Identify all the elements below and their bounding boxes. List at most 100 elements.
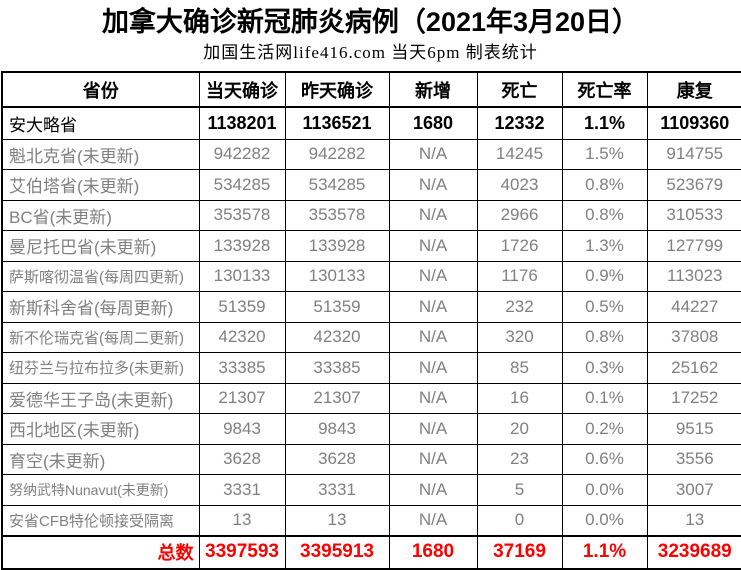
cell-new-cases: N/A	[388, 230, 478, 262]
cell-deaths: 14245	[476, 138, 563, 170]
cell-yesterday-confirmed: 51359	[284, 291, 390, 323]
cell-yesterday-confirmed: 3331	[284, 474, 390, 506]
cell-province: 魁北克省(未更新)	[1, 138, 200, 170]
cell-today-confirmed: 1138201	[198, 106, 286, 140]
cell-province: 曼尼托巴省(未更新)	[1, 230, 200, 262]
cell-death-rate: 0.3%	[561, 352, 648, 384]
table-row: BC省(未更新) 353578 353578 N/A 2966 0.8% 310533	[1, 199, 741, 231]
cell-death-rate: 1.1%	[561, 106, 648, 140]
cell-deaths: 23	[476, 443, 563, 475]
cell-new-cases: N/A	[388, 199, 478, 231]
cell-recovered: 113023	[646, 260, 741, 292]
cell-new-cases: 1680	[388, 106, 478, 140]
cell-today-confirmed: 51359	[198, 291, 286, 323]
total-label: 总数	[1, 535, 200, 569]
cell-today-confirmed: 33385	[198, 352, 286, 384]
table-body: 安大略省 1138201 1136521 1680 12332 1.1% 1109360 魁北…	[1, 106, 741, 536]
cell-deaths: 4023	[476, 169, 563, 201]
table-row: 爱德华王子岛(未更新) 21307 21307 N/A 16 0.1% 17252	[1, 382, 741, 414]
cell-new-cases: N/A	[388, 321, 478, 353]
cell-new-cases: N/A	[388, 169, 478, 201]
subtitle: 加国生活网life416.com 当天6pm 制表统计	[203, 43, 538, 62]
header-death-rate: 死亡率	[561, 71, 648, 108]
cell-death-rate: 1.3%	[561, 230, 648, 262]
cell-new-cases: N/A	[388, 504, 478, 536]
cell-yesterday-confirmed: 133928	[284, 230, 390, 262]
cell-death-rate: 0.5%	[561, 291, 648, 323]
cell-recovered: 3007	[646, 474, 741, 506]
cell-deaths: 320	[476, 321, 563, 353]
cell-recovered: 25162	[646, 352, 741, 384]
total-today-confirmed: 3397593	[198, 535, 286, 569]
cell-new-cases: N/A	[388, 352, 478, 384]
cell-deaths: 12332	[476, 106, 563, 140]
cell-new-cases: N/A	[388, 474, 478, 506]
cell-new-cases: N/A	[388, 260, 478, 292]
cell-yesterday-confirmed: 1136521	[284, 106, 390, 140]
cell-today-confirmed: 42320	[198, 321, 286, 353]
table-row: 艾伯塔省(未更新) 534285 534285 N/A 4023 0.8% 523679	[1, 169, 741, 201]
cell-yesterday-confirmed: 33385	[284, 352, 390, 384]
total-death-rate: 1.1%	[561, 535, 648, 569]
covid-stats-table: 省份 当天确诊 昨天确诊 新增 死亡 死亡率 康复 安大略省 1138201 113…	[1, 71, 741, 570]
cell-recovered: 13	[646, 504, 741, 536]
table-row: 萨斯喀彻温省(每周四更新) 130133 130133 N/A 1176 0.9% 1130…	[1, 260, 741, 292]
cell-deaths: 232	[476, 291, 563, 323]
cell-deaths: 5	[476, 474, 563, 506]
table-row: 魁北克省(未更新) 942282 942282 N/A 14245 1.5% 914755	[1, 138, 741, 170]
cell-today-confirmed: 3628	[198, 443, 286, 475]
table-row: 西北地区(未更新) 9843 9843 N/A 20 0.2% 9515	[1, 413, 741, 445]
cell-new-cases: N/A	[388, 413, 478, 445]
cell-province: BC省(未更新)	[1, 199, 200, 231]
cell-province: 新不伦瑞克省(每周二更新)	[1, 321, 200, 353]
cell-death-rate: 0.0%	[561, 474, 648, 506]
cell-death-rate: 0.8%	[561, 321, 648, 353]
cell-recovered: 9515	[646, 413, 741, 445]
cell-death-rate: 0.9%	[561, 260, 648, 292]
cell-death-rate: 1.5%	[561, 138, 648, 170]
cell-province: 艾伯塔省(未更新)	[1, 169, 200, 201]
cell-death-rate: 0.6%	[561, 443, 648, 475]
table-row: 安省CFB特伦顿接受隔离 13 13 N/A 0 0.0% 13	[1, 504, 741, 536]
cell-yesterday-confirmed: 3628	[284, 443, 390, 475]
cell-yesterday-confirmed: 42320	[284, 321, 390, 353]
cell-deaths: 16	[476, 382, 563, 414]
cell-recovered: 523679	[646, 169, 741, 201]
cell-recovered: 44227	[646, 291, 741, 323]
cell-death-rate: 0.8%	[561, 169, 648, 201]
table-row: 新不伦瑞克省(每周二更新) 42320 42320 N/A 320 0.8% 37808	[1, 321, 741, 353]
cell-province: 安大略省	[1, 106, 200, 140]
total-row: 总数 3397593 3395913 1680 37169 1.1% 32396…	[1, 535, 741, 569]
cell-province: 新斯科舍省(每周更新)	[1, 291, 200, 323]
table-row: 育空(未更新) 3628 3628 N/A 23 0.6% 3556	[1, 443, 741, 475]
cell-today-confirmed: 9843	[198, 413, 286, 445]
cell-deaths: 0	[476, 504, 563, 536]
cell-province: 纽芬兰与拉布拉多(未更新)	[1, 352, 200, 384]
cell-recovered: 1109360	[646, 106, 741, 140]
table-row: 纽芬兰与拉布拉多(未更新) 33385 33385 N/A 85 0.3% 25162	[1, 352, 741, 384]
cell-province: 萨斯喀彻温省(每周四更新)	[1, 260, 200, 292]
cell-yesterday-confirmed: 942282	[284, 138, 390, 170]
cell-today-confirmed: 13	[198, 504, 286, 536]
cell-yesterday-confirmed: 21307	[284, 382, 390, 414]
cell-province: 努纳武特Nunavut(未更新)	[1, 474, 200, 506]
cell-recovered: 17252	[646, 382, 741, 414]
cell-recovered: 37808	[646, 321, 741, 353]
cell-recovered: 310533	[646, 199, 741, 231]
cell-death-rate: 0.2%	[561, 413, 648, 445]
cell-recovered: 127799	[646, 230, 741, 262]
page-title: 加拿大确诊新冠肺炎病例（2021年3月20日）	[101, 7, 640, 37]
header-yesterday-confirmed: 昨天确诊	[284, 71, 390, 108]
cell-deaths: 1176	[476, 260, 563, 292]
cell-new-cases: N/A	[388, 138, 478, 170]
cell-death-rate: 0.1%	[561, 382, 648, 414]
cell-today-confirmed: 133928	[198, 230, 286, 262]
total-new-cases: 1680	[388, 535, 478, 569]
cell-death-rate: 0.8%	[561, 199, 648, 231]
cell-province: 西北地区(未更新)	[1, 413, 200, 445]
cell-today-confirmed: 353578	[198, 199, 286, 231]
table-row: 安大略省 1138201 1136521 1680 12332 1.1% 1109360	[1, 106, 741, 140]
cell-yesterday-confirmed: 130133	[284, 260, 390, 292]
cell-deaths: 2966	[476, 199, 563, 231]
